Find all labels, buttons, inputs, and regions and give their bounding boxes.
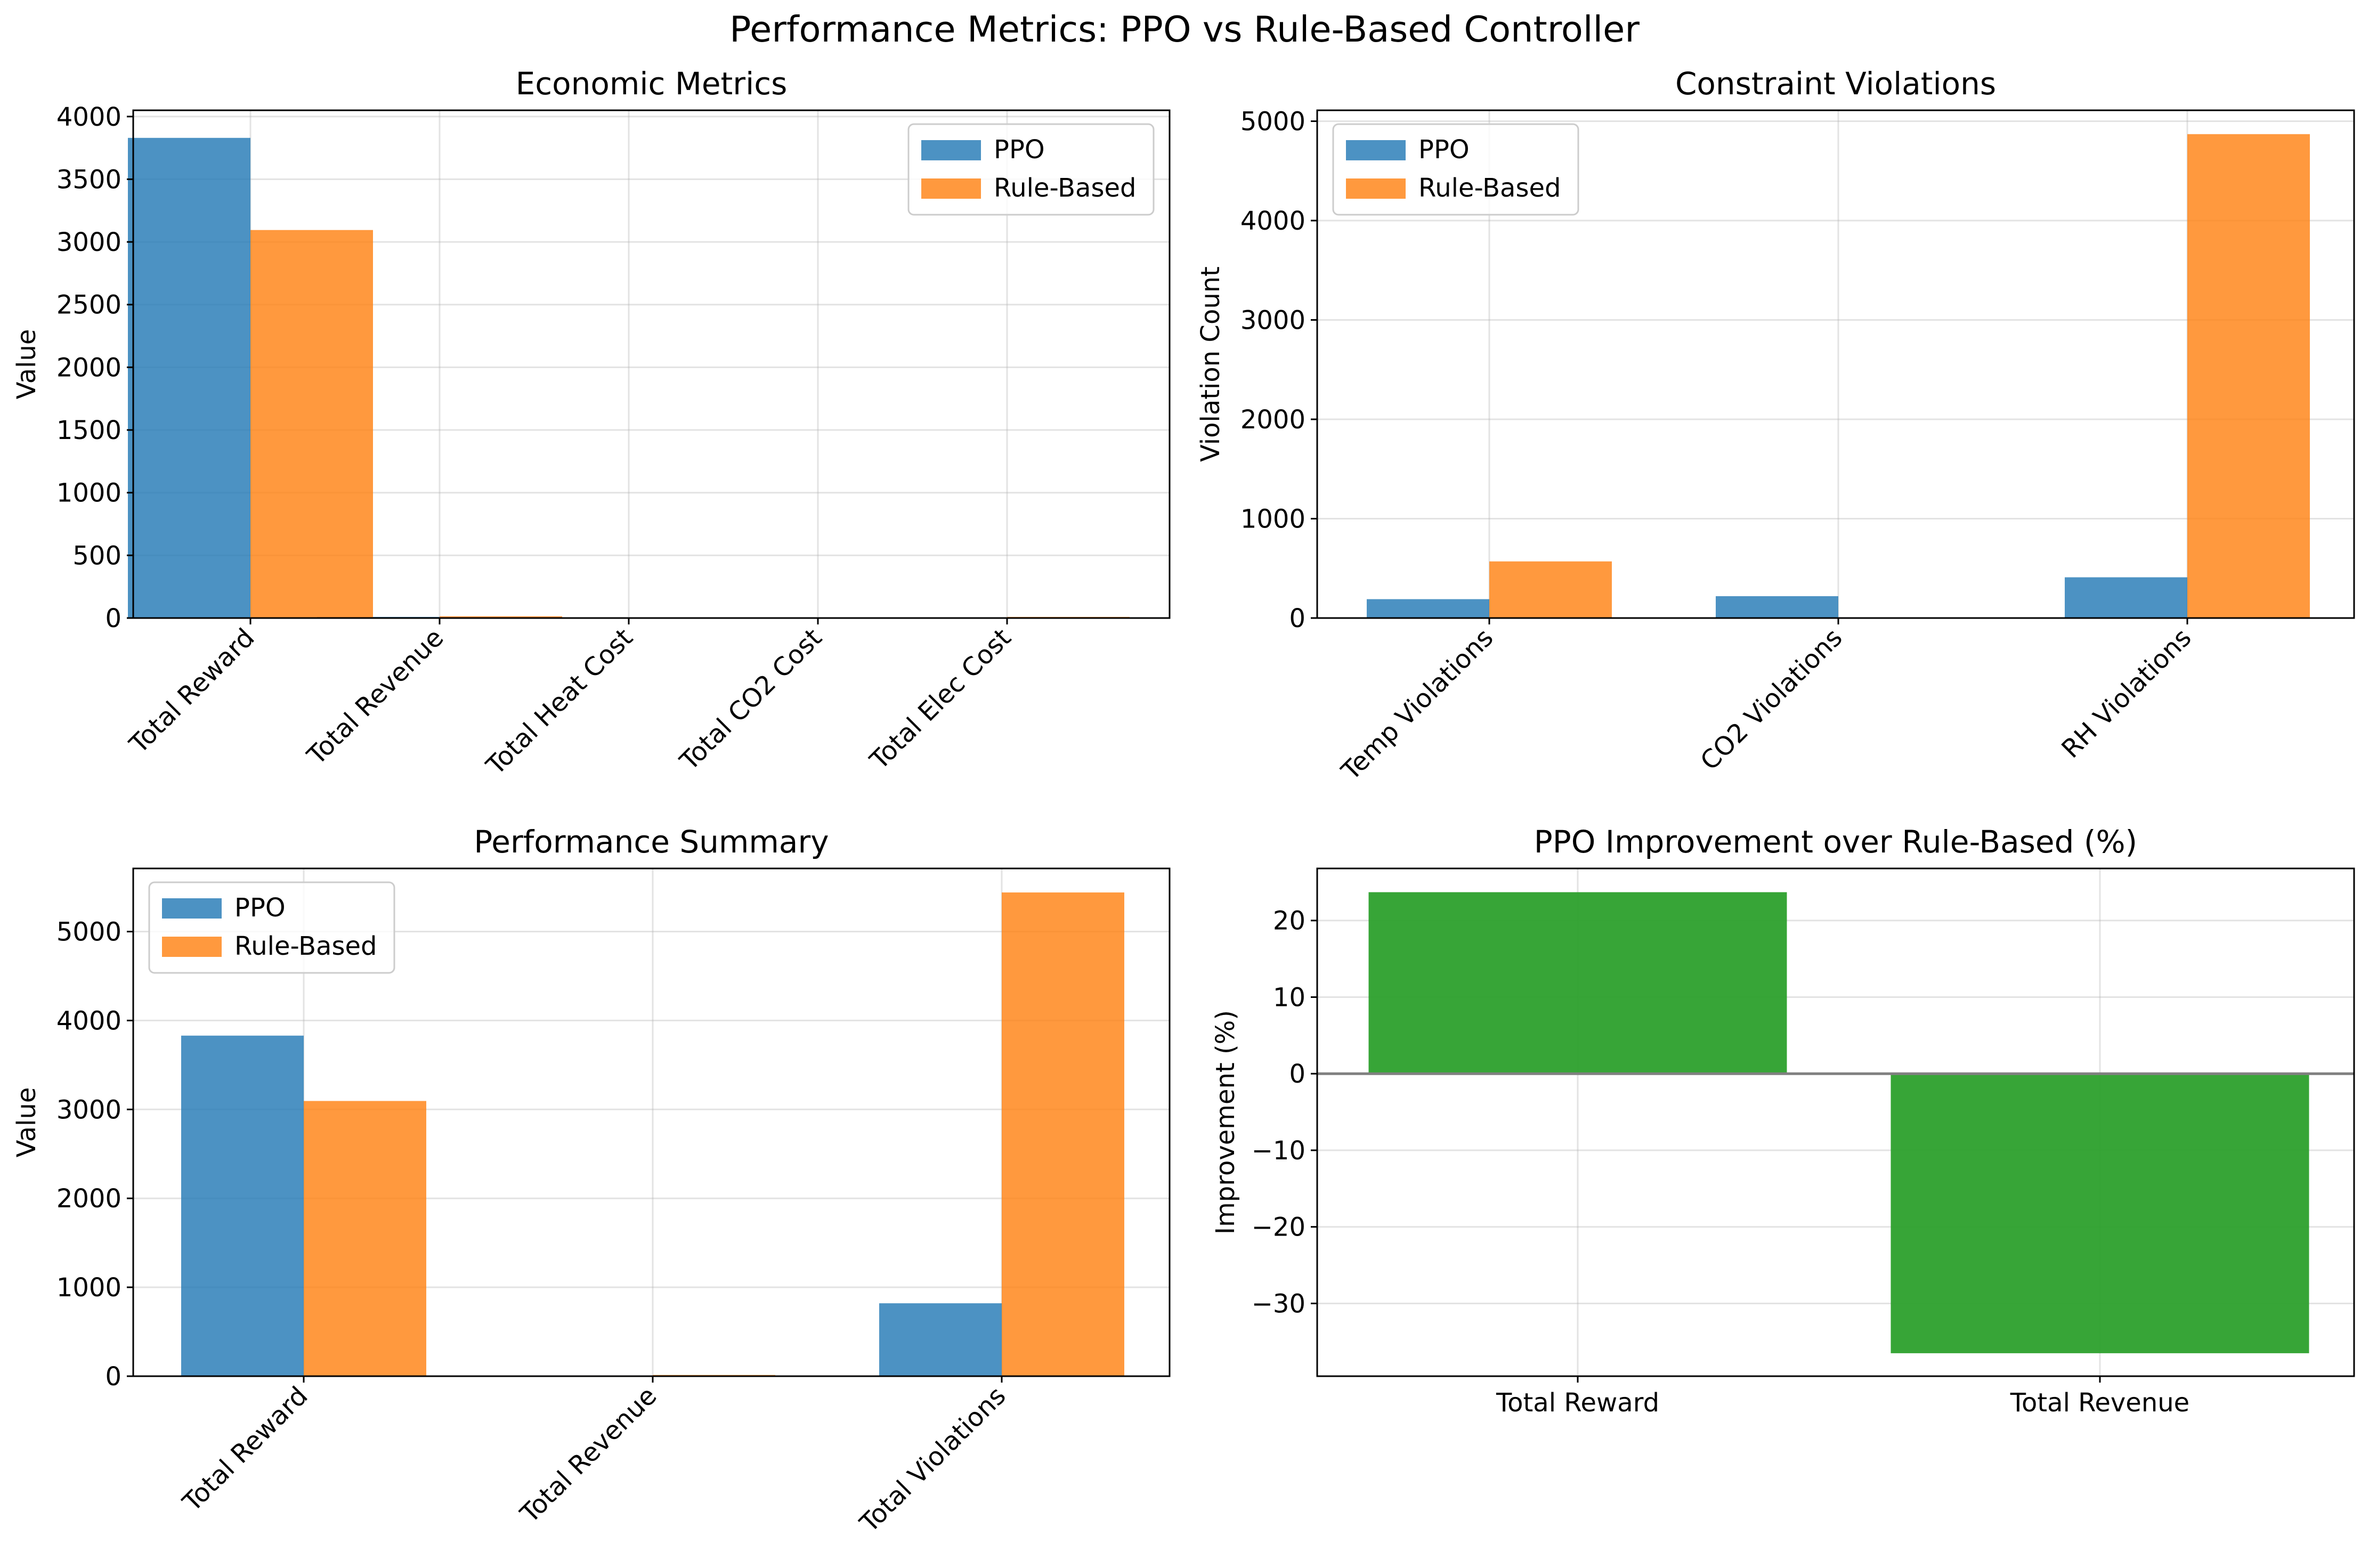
bar-ppo-rh-violations (2065, 577, 2187, 618)
y-tick-label: −20 (1252, 1213, 1305, 1242)
panel-title: Constraint Violations (1675, 66, 1996, 102)
legend-swatch-rule-based (162, 937, 222, 957)
bar-rule-based-total-revenue (440, 616, 562, 618)
y-tick-label: −30 (1252, 1289, 1305, 1319)
legend: PPO Rule-Based (148, 881, 395, 974)
bar-rule-based-total-reward (304, 1101, 426, 1376)
legend-label-ppo: PPO (1418, 135, 1470, 165)
bar-rule-based-total-violations (1002, 892, 1124, 1376)
legend: PPO Rule-Based (1332, 123, 1579, 216)
legend-label-rule-based: Rule-Based (994, 173, 1136, 203)
bar-ppo-total-violations (879, 1303, 1002, 1376)
y-tick-label: 0 (1289, 1059, 1305, 1089)
y-tick-label: 0 (105, 604, 121, 633)
y-tick-label: 3000 (56, 1095, 121, 1125)
axes-frame (1316, 109, 2355, 619)
panel-ppo-improvement-over-rule-based: −30 −20 −10 0 10 20 Total Reward Total Revenue P… (1211, 824, 2355, 1418)
legend-swatch-rule-based (1346, 178, 1406, 199)
panel-title: Economic Metrics (516, 66, 788, 102)
y-tick-label: 500 (72, 541, 121, 571)
legend-swatch-ppo (162, 898, 222, 919)
y-tick-label: 3500 (56, 165, 121, 194)
bar-improvement-total-reward (1368, 892, 1787, 1074)
panel-title: PPO Improvement over Rule-Based (%) (1534, 824, 2137, 860)
y-axis-label: Improvement (%) (1211, 1010, 1240, 1234)
legend-label-rule-based: Rule-Based (1418, 173, 1561, 203)
legend-swatch-ppo (1346, 140, 1406, 160)
legend-label-rule-based: Rule-Based (234, 931, 377, 961)
y-axis-label: Value (12, 1087, 42, 1158)
legend: PPO Rule-Based (907, 123, 1155, 216)
y-tick-label: 1000 (56, 478, 121, 508)
bar-improvement-total-revenue (1891, 1074, 2309, 1353)
bar-rule-based-total-reward (250, 230, 373, 619)
axes-frame (132, 109, 1171, 619)
y-tick-label: 2000 (56, 1184, 121, 1214)
y-tick-label: 2000 (56, 353, 121, 383)
y-tick-label: 10 (1273, 982, 1305, 1012)
legend-swatch-ppo (921, 140, 981, 160)
bar-ppo-co2-violations (1716, 596, 1838, 618)
y-axis-label: Value (12, 329, 42, 400)
x-tick-label: Total Revenue (2010, 1388, 2189, 1418)
y-tick-label: 1000 (1240, 505, 1305, 534)
legend-label-ppo: PPO (994, 135, 1045, 165)
y-tick-label: 4000 (56, 102, 121, 132)
y-tick-label: −10 (1252, 1136, 1305, 1166)
y-tick-label: 1000 (56, 1273, 121, 1303)
bar-rule-based-temp-violations (1489, 561, 1612, 618)
panel-title: Performance Summary (474, 824, 829, 860)
y-tick-label: 3000 (1240, 306, 1305, 336)
y-tick-label: 5000 (1240, 107, 1305, 137)
y-tick-label: 20 (1273, 906, 1305, 936)
bar-ppo-total-reward (181, 1035, 304, 1376)
axes-frame (132, 867, 1171, 1377)
x-tick-label: Total Reward (1496, 1388, 1659, 1418)
bar-rule-based-rh-violations (2187, 134, 2310, 619)
legend-swatch-rule-based (921, 178, 981, 199)
y-tick-label: 4000 (56, 1006, 121, 1036)
figure-suptitle: Performance Metrics: PPO vs Rule-Based C… (729, 9, 1640, 50)
y-tick-label: 1500 (56, 416, 121, 445)
y-tick-label: 2500 (56, 290, 121, 320)
legend-label-ppo: PPO (234, 893, 286, 923)
bar-ppo-temp-violations (1367, 599, 1489, 618)
y-tick-label: 0 (105, 1362, 121, 1392)
axes-frame (1316, 867, 2355, 1377)
y-tick-label: 3000 (56, 228, 121, 257)
bar-ppo-total-reward (128, 137, 250, 618)
y-axis-label: Violation Count (1196, 266, 1226, 462)
y-tick-label: 5000 (56, 917, 121, 947)
y-tick-label: 2000 (1240, 405, 1305, 435)
y-tick-label: 0 (1289, 604, 1305, 633)
y-tick-label: 4000 (1240, 206, 1305, 236)
